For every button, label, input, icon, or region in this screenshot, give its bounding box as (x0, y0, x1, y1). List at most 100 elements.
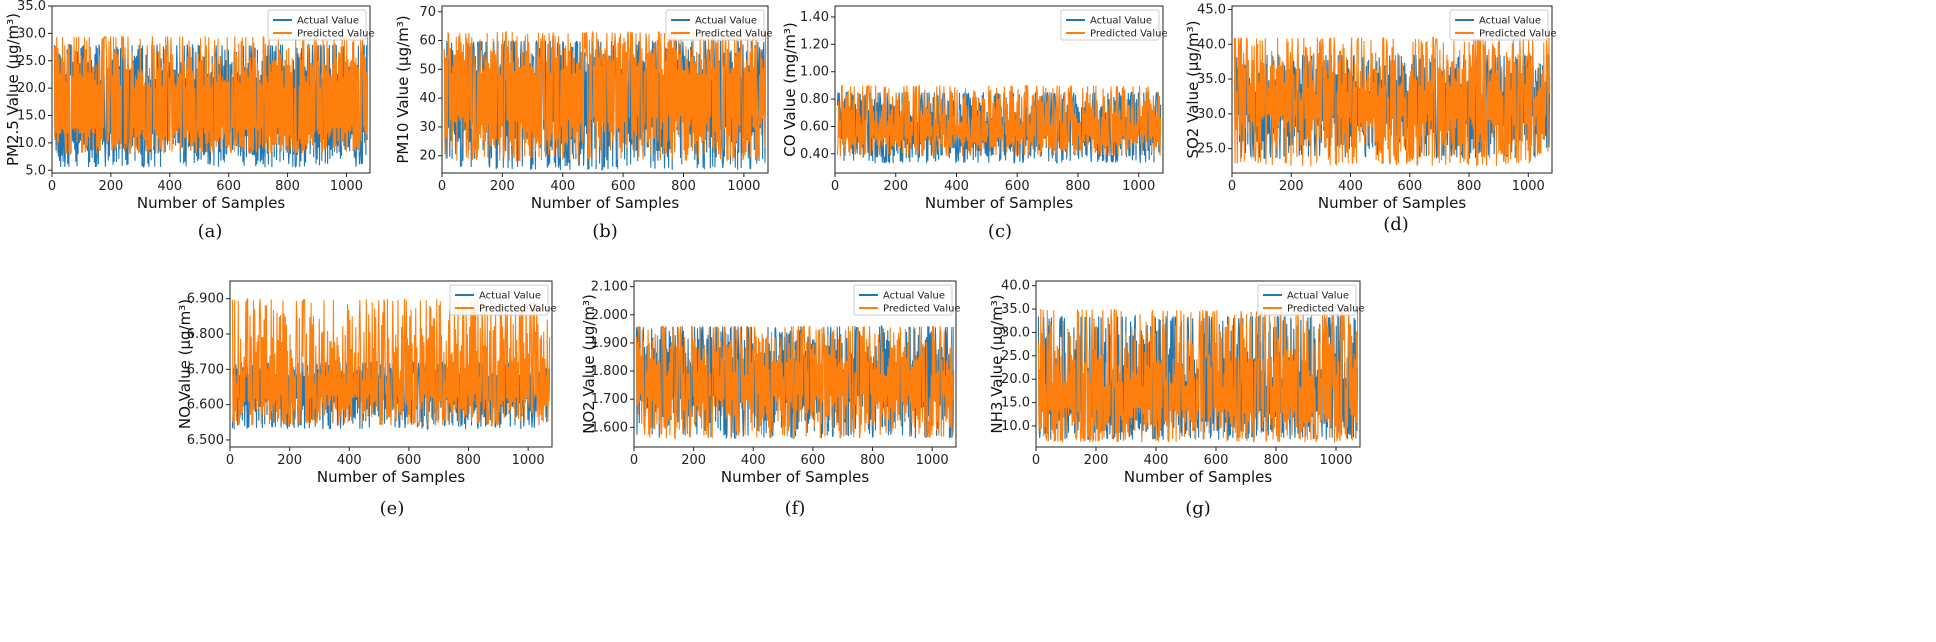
y-tick-label: 40.0 (1197, 37, 1226, 52)
x-tick-label: 600 (396, 453, 421, 468)
x-tick-label: 600 (611, 179, 636, 194)
legend-box (665, 9, 765, 41)
legend-label-actual: Actual Value (695, 16, 757, 27)
x-tick-label: 0 (48, 179, 56, 194)
y-tick-label: 35.0 (1001, 302, 1030, 317)
y-tick-label: 30.0 (1001, 325, 1030, 340)
legend-label-actual: Actual Value (297, 16, 359, 27)
x-tick-label: 200 (490, 179, 515, 194)
x-tick-label: 1000 (1319, 453, 1352, 468)
y-tick-label: 5.0 (25, 163, 46, 178)
panel-caption: (d) (1383, 214, 1409, 235)
x-tick-label: 600 (1005, 179, 1030, 194)
axes-frame (441, 5, 769, 174)
y-tick-label: 6.800 (187, 327, 224, 342)
x-tick-label: 800 (275, 179, 300, 194)
y-tick-label: 50 (419, 62, 436, 77)
x-tick-label: 600 (1397, 179, 1422, 194)
x-tick-label: 400 (1144, 453, 1169, 468)
x-tick-label: 200 (98, 179, 123, 194)
x-axis-label: Number of Samples (925, 194, 1073, 212)
series-line-predicted (635, 325, 955, 441)
legend-label-predicted: Predicted Value (883, 304, 961, 315)
legend-label-actual: Actual Value (883, 291, 945, 302)
y-tick-label: 70 (419, 5, 436, 20)
chart-panel-4: 0 200 400 600 800 1000 25.0 30.0 35.0 40.0 45.0 Num… (1184, 2, 1557, 235)
y-tick-label: 6.500 (187, 433, 224, 448)
legend-label-predicted: Predicted Value (695, 29, 773, 40)
x-axis-label: Number of Samples (721, 468, 869, 486)
x-axis-label: Number of Samples (1318, 194, 1466, 212)
y-tick-label: 15.0 (1001, 396, 1030, 411)
x-tick-label: 400 (337, 453, 362, 468)
x-tick-label: 800 (1066, 179, 1091, 194)
chart-panel-3: 0 200 400 600 800 1000 0.40 0.60 0.80 1.00 1.20 1.4… (781, 5, 1168, 242)
x-tick-label: 200 (1279, 179, 1304, 194)
y-tick-label: 25.0 (17, 54, 46, 69)
y-tick-label: 40.0 (1001, 279, 1030, 294)
legend-label-actual: Actual Value (1479, 16, 1541, 27)
axes-frame (633, 280, 957, 448)
legend-label-predicted: Predicted Value (1287, 304, 1365, 315)
x-tick-label: 1000 (916, 453, 949, 468)
y-tick-label: 1.600 (591, 420, 628, 435)
x-tick-label: 800 (1457, 179, 1482, 194)
y-tick-label: 25.0 (1001, 349, 1030, 364)
x-tick-label: 1000 (512, 453, 545, 468)
x-axis-label: Number of Samples (137, 194, 285, 212)
y-axis-label: SO2 Value (µg/m³) (1184, 20, 1202, 158)
x-tick-label: 200 (883, 179, 908, 194)
x-tick-label: 1000 (1512, 179, 1545, 194)
axes-frame (1035, 280, 1361, 448)
x-tick-label: 600 (1204, 453, 1229, 468)
y-axis-label: PM2.5 Value (µg/m³) (4, 13, 22, 166)
chart-panel-5: 0 200 400 600 800 1000 6.500 6.600 6.700 6.800 6.9… (176, 280, 557, 519)
legend-box (449, 284, 549, 316)
x-tick-label: 800 (671, 179, 696, 194)
x-axis-label: Number of Samples (317, 468, 465, 486)
legend-label-predicted: Predicted Value (297, 29, 375, 40)
x-tick-label: 1000 (1122, 179, 1155, 194)
y-tick-label: 20 (419, 149, 436, 164)
x-tick-label: 400 (944, 179, 969, 194)
x-axis-label: Number of Samples (531, 194, 679, 212)
legend-box (1257, 284, 1357, 316)
legend-label-actual: Actual Value (1090, 16, 1152, 27)
series-line-predicted (443, 30, 767, 162)
y-tick-label: 10.0 (17, 136, 46, 151)
legend-label-predicted: Predicted Value (1090, 29, 1168, 40)
y-tick-label: 2.000 (591, 308, 628, 323)
legend-box (1449, 9, 1549, 41)
x-tick-label: 200 (1084, 453, 1109, 468)
chart-panel-2: 0 200 400 600 800 1000 20 30 40 50 60 70 Number of S… (394, 5, 773, 242)
x-tick-label: 600 (800, 453, 825, 468)
y-tick-label: 15.0 (17, 109, 46, 124)
y-tick-label: 35.0 (1197, 72, 1226, 87)
axes-frame (1231, 5, 1553, 174)
y-tick-label: 60 (419, 34, 436, 49)
series-line-predicted (231, 298, 551, 427)
y-tick-label: 35.0 (17, 0, 46, 14)
legend-label-actual: Actual Value (1287, 291, 1349, 302)
y-tick-label: 0.80 (800, 92, 829, 107)
legend-box (1060, 9, 1160, 41)
y-tick-label: 0.40 (800, 147, 829, 162)
y-tick-label: 1.800 (591, 364, 628, 379)
series-line-predicted (1233, 37, 1551, 167)
x-tick-label: 0 (438, 179, 446, 194)
y-tick-label: 20.0 (17, 81, 46, 96)
x-axis-label: Number of Samples (1124, 468, 1272, 486)
panel-caption: (a) (198, 221, 223, 242)
panel-caption: (g) (1185, 498, 1211, 519)
legend-box (853, 284, 953, 316)
series-line-predicted (1037, 307, 1359, 443)
panel-caption: (b) (592, 221, 618, 242)
panel-caption: (e) (380, 498, 405, 519)
legend-label-actual: Actual Value (479, 291, 541, 302)
series-line-predicted (53, 35, 369, 156)
axes-frame (229, 280, 553, 448)
y-axis-label: PM10 Value (µg/m³) (394, 15, 412, 163)
y-axis-label: NO2 Value (µg/m³) (580, 294, 598, 434)
legend-label-predicted: Predicted Value (479, 304, 557, 315)
